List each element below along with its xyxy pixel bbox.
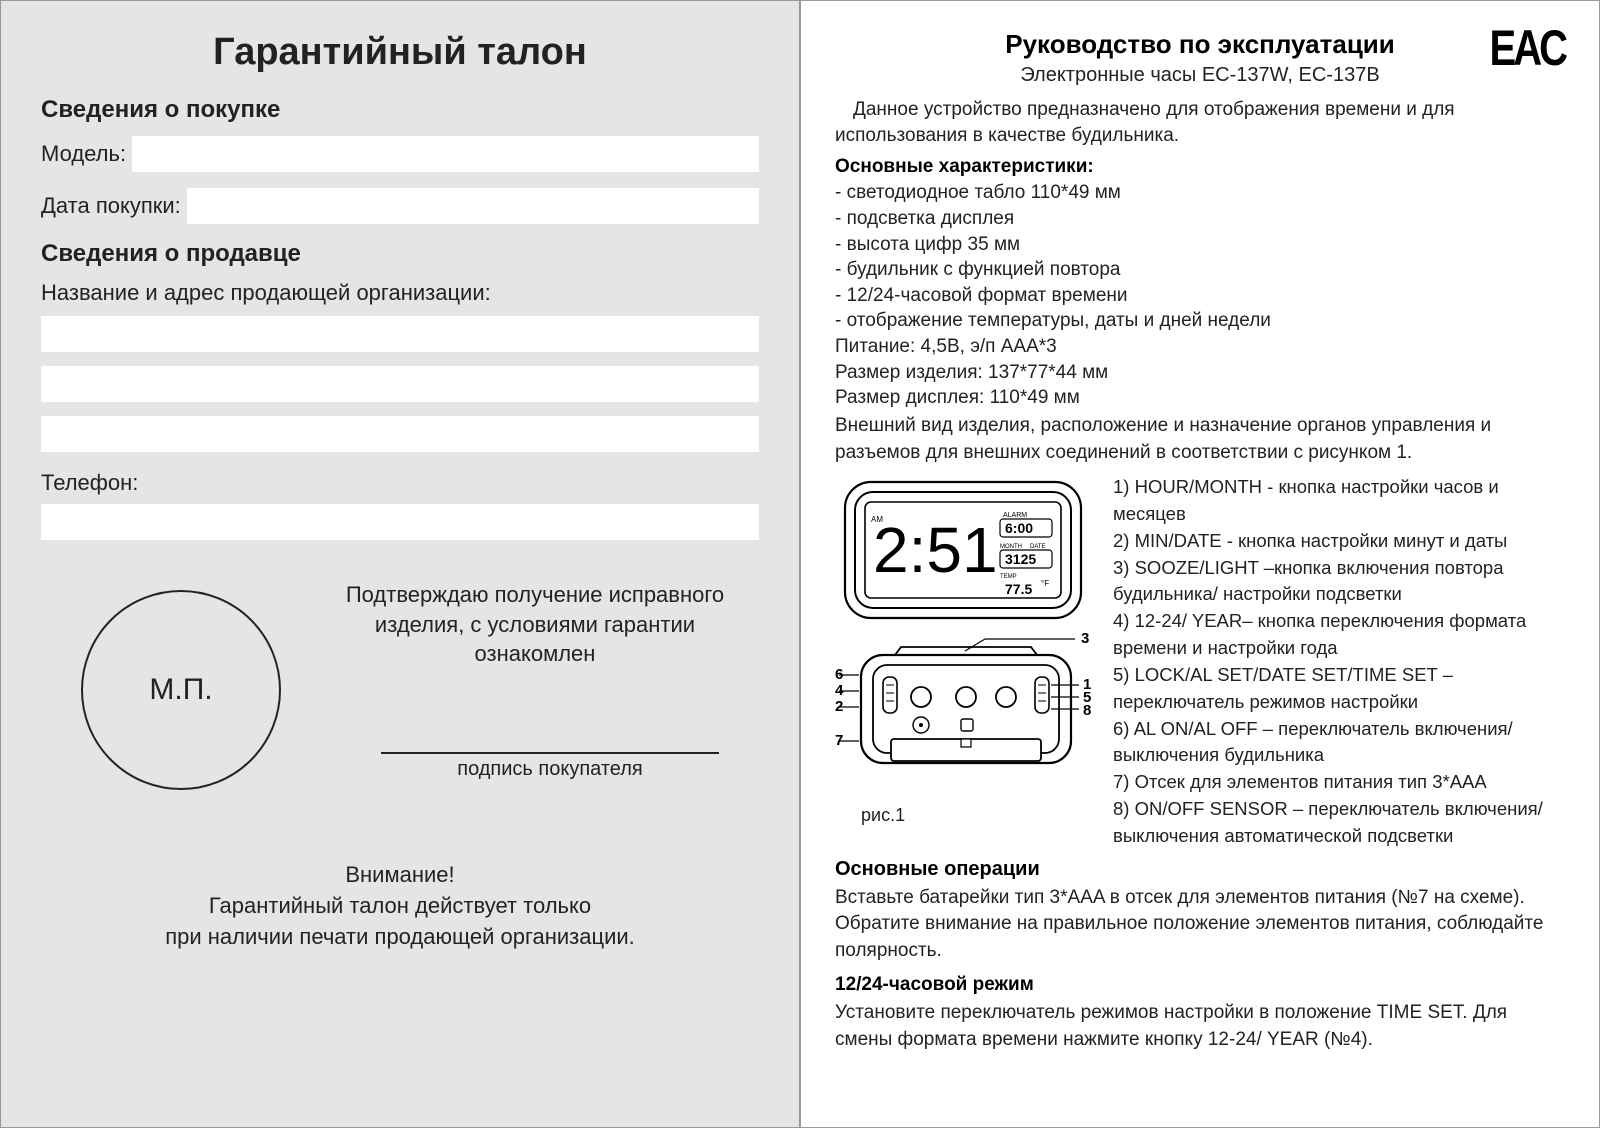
svg-text:7: 7 [835, 732, 843, 749]
callout-item: 2) MIN/DATE - кнопка настройки минут и д… [1113, 528, 1565, 555]
model-label: Модель: [41, 141, 126, 167]
attention-block: Внимание! Гарантийный талон действует то… [41, 860, 759, 952]
svg-text:4: 4 [835, 682, 844, 699]
purchase-date-label: Дата покупки: [41, 193, 181, 219]
specs-list: - светодиодное табло 110*49 мм - подсвет… [835, 180, 1565, 411]
spec-item: Питание: 4,5В, э/п AAA*3 [835, 334, 1565, 360]
confirmation-text: Подтверждаю получение исправного изделия… [331, 580, 739, 669]
svg-text:°F: °F [1041, 579, 1049, 588]
spec-item: - подсветка дисплея [835, 206, 1565, 232]
callout-item: 4) 12-24/ YEAR– кнопка переключения форм… [1113, 608, 1565, 662]
stamp-text: М.П. [149, 673, 212, 707]
svg-text:2:51: 2:51 [873, 514, 998, 586]
mode-heading: 12/24-часовой режим [835, 974, 1565, 996]
seller-section-heading: Сведения о продавце [41, 240, 759, 268]
stamp-circle: М.П. [81, 590, 281, 790]
svg-text:ALARM: ALARM [1003, 512, 1027, 519]
spec-item: Размер дисплея: 110*49 мм [835, 385, 1565, 411]
seller-line-1[interactable] [41, 316, 759, 352]
svg-text:2: 2 [835, 698, 843, 715]
date-row: Дата покупки: [41, 188, 759, 224]
operations-text: Вставьте батарейки тип 3*AAA в отсек для… [835, 885, 1565, 965]
svg-text:6:00: 6:00 [1005, 520, 1033, 536]
manual-panel: EAC Руководство по эксплуатации Электрон… [800, 0, 1600, 1128]
mode-text: Установите переключатель режимов настрой… [835, 1000, 1565, 1053]
specs-heading: Основные характеристики: [835, 156, 1565, 178]
attention-title: Внимание! [41, 860, 759, 891]
callout-item: 8) ON/OFF SENSOR – переключатель включен… [1113, 796, 1565, 850]
spec-item: Размер изделия: 137*77*44 мм [835, 360, 1565, 386]
warranty-title: Гарантийный талон [41, 31, 759, 74]
spec-item: - будильник с функцией повтора [835, 257, 1565, 283]
clock-back-icon: 3 1 5 8 6 4 2 7 [835, 629, 1095, 799]
clock-front-icon: 2:51 AM ALARM 6:00 MONTH DATE 3125 TEMP … [835, 474, 1095, 629]
signature-line[interactable] [381, 752, 719, 754]
diagram-row: 2:51 AM ALARM 6:00 MONTH DATE 3125 TEMP … [835, 474, 1565, 849]
phone-label: Телефон: [41, 470, 753, 496]
purchase-date-input[interactable] [187, 188, 759, 224]
seller-line-2[interactable] [41, 366, 759, 402]
svg-text:6: 6 [835, 666, 843, 683]
seller-name-label: Название и адрес продающей организации: [41, 280, 753, 306]
figure-label: рис.1 [861, 805, 1105, 826]
callout-item: 7) Отсек для элементов питания тип 3*AAA [1113, 769, 1565, 796]
attention-line-1: Гарантийный талон действует только [41, 891, 759, 922]
callout-item: 1) HOUR/MONTH - кнопка настройки часов и… [1113, 474, 1565, 528]
manual-title: Руководство по эксплуатации [835, 29, 1565, 60]
seller-line-3[interactable] [41, 416, 759, 452]
svg-text:77.5: 77.5 [1005, 581, 1032, 597]
signature-label: подпись покупателя [381, 758, 719, 781]
callouts-list: 1) HOUR/MONTH - кнопка настройки часов и… [1105, 474, 1565, 849]
spec-item: - 12/24-часовой формат времени [835, 283, 1565, 309]
model-row: Модель: [41, 136, 759, 172]
svg-text:3125: 3125 [1005, 551, 1036, 567]
manual-subtitle: Электронные часы EC-137W, EC-137B [835, 64, 1565, 87]
spec-item: - отображение температуры, даты и дней н… [835, 308, 1565, 334]
svg-text:DATE: DATE [1030, 544, 1046, 550]
svg-text:TEMP: TEMP [1000, 574, 1017, 580]
svg-text:AM: AM [871, 515, 883, 524]
model-input[interactable] [132, 136, 759, 172]
spec-item: - светодиодное табло 110*49 мм [835, 180, 1565, 206]
purchase-section-heading: Сведения о покупке [41, 96, 759, 124]
callout-item: 5) LOCK/AL SET/DATE SET/TIME SET – перек… [1113, 662, 1565, 716]
stamp-signature-area: М.П. Подтверждаю получение исправного из… [41, 580, 759, 840]
diagram-column: 2:51 AM ALARM 6:00 MONTH DATE 3125 TEMP … [835, 474, 1105, 849]
callout-item: 3) SOOZE/LIGHT –кнопка включения повтора… [1113, 555, 1565, 609]
svg-text:8: 8 [1083, 702, 1091, 719]
layout-note: Внешний вид изделия, расположение и назн… [835, 413, 1565, 466]
manual-intro: Данное устройство предназначено для отоб… [835, 97, 1565, 148]
phone-input[interactable] [41, 504, 759, 540]
warranty-panel: Гарантийный талон Сведения о покупке Мод… [0, 0, 800, 1128]
attention-line-2: при наличии печати продающей организации… [41, 922, 759, 953]
svg-text:3: 3 [1081, 630, 1089, 647]
operations-heading: Основные операции [835, 858, 1565, 881]
spec-item: - высота цифр 35 мм [835, 232, 1565, 258]
eac-mark-icon: EAC [1490, 21, 1565, 77]
svg-text:MONTH: MONTH [1000, 544, 1022, 550]
callout-item: 6) AL ON/AL OFF – переключатель включени… [1113, 716, 1565, 770]
